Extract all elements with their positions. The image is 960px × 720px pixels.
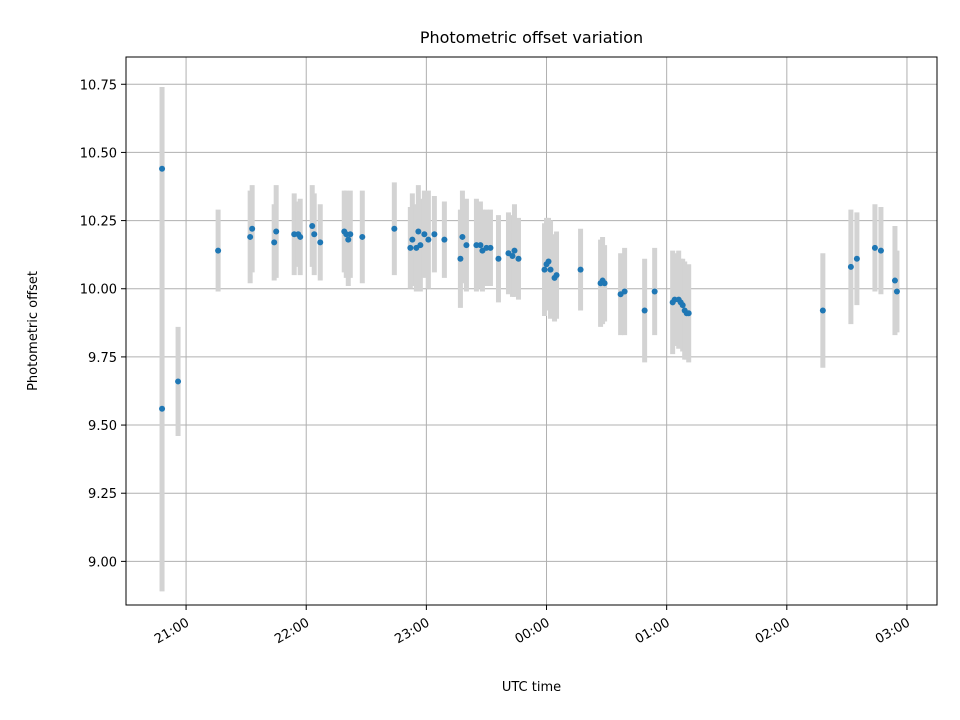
data-point	[601, 280, 608, 287]
data-point	[511, 247, 518, 254]
data-point	[273, 228, 280, 235]
data-point	[685, 310, 692, 317]
data-point	[409, 236, 416, 243]
data-point	[553, 272, 560, 279]
data-point	[463, 242, 470, 249]
data-point	[577, 266, 584, 273]
data-point	[309, 223, 316, 230]
data-point	[477, 242, 484, 249]
data-point	[877, 247, 884, 254]
y-tick-label: 10.75	[80, 78, 117, 93]
y-axis: 9.00 9.25 9.50 9.75 10.00 10.25 10.50 10.75	[80, 78, 126, 570]
data-point	[417, 242, 424, 249]
data-point	[297, 233, 304, 240]
data-point	[457, 255, 464, 262]
y-tick-label: 9.50	[88, 419, 117, 434]
data-point	[345, 236, 352, 243]
data-point	[459, 233, 466, 240]
data-point	[215, 247, 222, 254]
data-point	[545, 258, 552, 265]
plot-area	[126, 57, 937, 605]
data-point	[893, 288, 900, 295]
data-point	[159, 405, 166, 412]
data-point	[487, 244, 494, 251]
data-point	[651, 288, 658, 295]
y-tick-label: 9.00	[88, 555, 117, 570]
data-point	[679, 302, 686, 309]
data-point	[247, 233, 254, 240]
y-tick-label: 10.50	[80, 146, 117, 161]
y-tick-label: 9.25	[88, 487, 117, 502]
x-axis: 21:00 22:00 23:00 00:00 01:00 02:00 03:00	[152, 605, 913, 647]
y-axis-label: Photometric offset	[26, 271, 41, 391]
data-point	[311, 231, 318, 238]
y-tick-label: 10.25	[80, 215, 117, 230]
data-point	[441, 236, 448, 243]
data-point	[641, 307, 648, 314]
data-point	[421, 231, 428, 238]
data-point	[175, 378, 182, 385]
chart-title: Photometric offset variation	[420, 28, 643, 47]
data-point	[621, 288, 628, 295]
data-point	[541, 266, 548, 273]
x-tick-label: 22:00	[272, 615, 312, 647]
data-point	[891, 277, 898, 284]
data-point	[415, 228, 422, 235]
x-tick-label: 03:00	[873, 615, 913, 647]
data-points	[159, 165, 900, 412]
data-point	[847, 263, 854, 270]
data-point	[317, 239, 324, 246]
data-point	[347, 231, 354, 238]
data-point	[819, 307, 826, 314]
data-point	[431, 231, 438, 238]
y-tick-label: 9.75	[88, 351, 117, 366]
data-point	[509, 253, 516, 260]
data-point	[271, 239, 278, 246]
data-point	[425, 236, 432, 243]
data-point	[391, 225, 398, 232]
x-tick-label: 21:00	[152, 615, 192, 647]
data-point	[159, 165, 166, 172]
x-tick-label: 23:00	[392, 615, 432, 647]
data-point	[495, 255, 502, 262]
data-point	[249, 225, 256, 232]
plot-frame	[125, 56, 938, 606]
x-axis-label: UTC time	[502, 680, 561, 695]
x-tick-label: 02:00	[753, 615, 793, 647]
data-point	[853, 255, 860, 262]
data-point	[359, 233, 366, 240]
data-point	[547, 266, 554, 273]
data-point	[515, 255, 522, 262]
data-point	[871, 244, 878, 251]
grid	[126, 57, 937, 605]
data-point	[407, 244, 414, 251]
y-tick-label: 10.00	[80, 283, 117, 298]
x-tick-label: 01:00	[633, 615, 673, 647]
x-tick-label: 00:00	[513, 615, 553, 647]
